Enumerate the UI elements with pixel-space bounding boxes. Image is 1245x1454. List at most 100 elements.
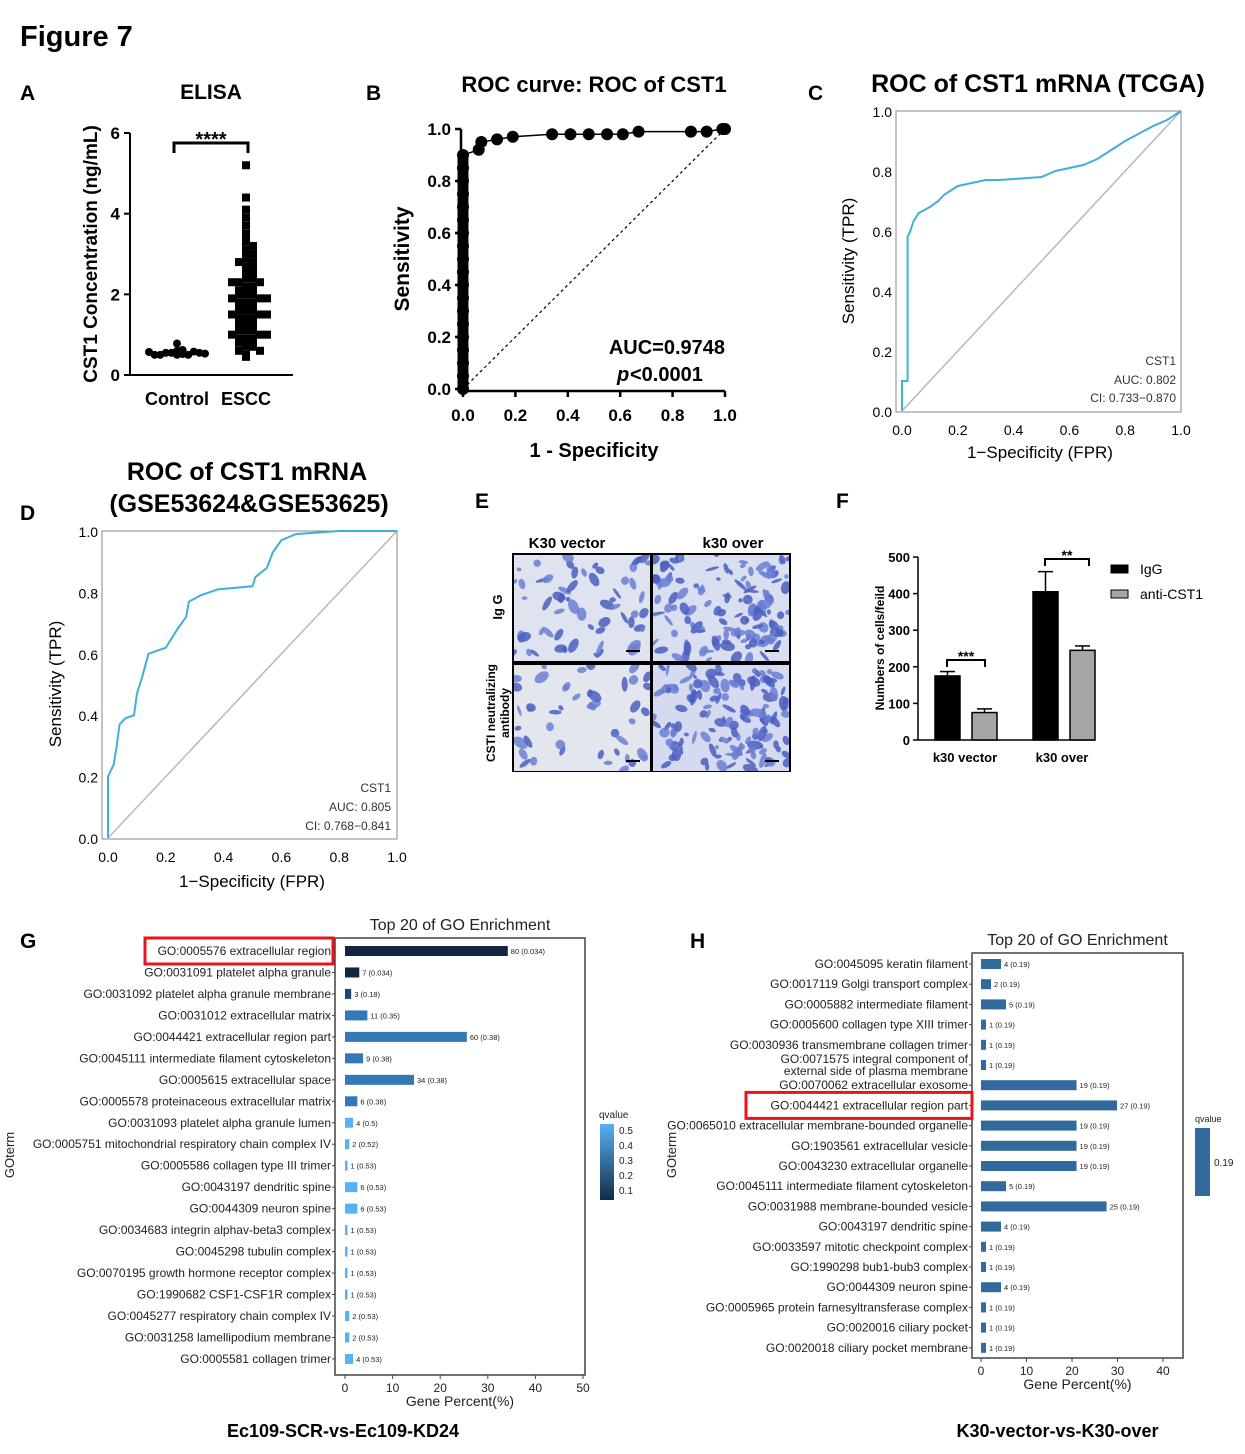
y-tick-label: 0.4 — [873, 284, 893, 300]
panel-h-go-enrichment: Top 20 of GO Enrichment 0 10 20 30 40 Gene Per… — [664, 932, 1234, 1441]
data-point-escc — [249, 274, 257, 283]
colorbar-tick-label: 0.19 — [1214, 1158, 1234, 1169]
roc-point — [684, 125, 697, 138]
go-bar — [345, 1031, 467, 1042]
cell — [705, 566, 720, 572]
go-bar — [345, 1246, 348, 1257]
go-term-label: GO:0045111 intermediate filament cytoske… — [716, 1179, 968, 1193]
y-axis-label: Sensitivity — [391, 206, 414, 311]
cell — [729, 744, 743, 756]
go-term-label: GO:0045111 intermediate filament cytoske… — [79, 1051, 331, 1065]
cell — [761, 673, 766, 678]
bar-igg — [934, 675, 961, 741]
panel-letter: D — [20, 502, 35, 525]
y-tick-label: 0.2 — [873, 344, 893, 360]
panel-a-elisa-chart: ELISA 0 2 4 6 CST1 Concentration (ng/mL) Contr… — [81, 81, 293, 409]
legend-text: CST1 — [1145, 354, 1176, 368]
go-term-label: GO:0044421 extracellular region part — [771, 1098, 969, 1112]
go-term-label: GO:0031093 platelet alpha granule lumen — [108, 1116, 331, 1130]
go-bar — [345, 1332, 350, 1343]
x-tick-label: 50 — [576, 1381, 590, 1395]
cell — [723, 626, 737, 632]
cell — [749, 675, 756, 691]
y-tick-label: 0.6 — [427, 224, 451, 243]
cell — [750, 751, 757, 760]
data-point-escc — [242, 266, 250, 275]
cell — [597, 749, 604, 760]
go-bar — [981, 1322, 987, 1333]
cell — [728, 569, 733, 576]
cell — [721, 693, 730, 701]
stained-cells — [514, 665, 650, 771]
x-tick-label: 0.0 — [98, 849, 118, 865]
cell — [517, 705, 522, 716]
cell — [665, 665, 670, 676]
data-point-escc — [242, 290, 250, 299]
cell — [690, 621, 703, 634]
go-bar-label: 7 (0.034) — [362, 968, 393, 977]
data-point-escc — [242, 318, 250, 327]
data-point-escc — [256, 330, 264, 339]
cell — [644, 560, 650, 566]
cell — [654, 646, 669, 654]
data-point-escc — [242, 270, 250, 279]
cell — [548, 709, 562, 715]
panel-f-bar-chart: 0 100 200 300 400 500 Numbers of cells/feild k3… — [873, 547, 1203, 765]
cell — [609, 603, 621, 610]
go-bar-label: 1 (0.19) — [989, 1263, 1015, 1272]
cell — [621, 676, 628, 692]
cell — [699, 679, 711, 693]
cell — [714, 666, 723, 674]
data-point-escc — [242, 298, 250, 307]
data-point-escc — [242, 205, 250, 214]
cell — [683, 732, 689, 737]
roc-point — [719, 123, 731, 135]
chart-title: ROC curve: ROC of CST1 — [461, 72, 726, 97]
colorbar-tick-label: 0.1 — [619, 1186, 633, 1197]
significance-bracket — [946, 659, 986, 667]
x-tick-label: 0.0 — [451, 406, 475, 425]
go-bar-label: 27 (0.19) — [1120, 1101, 1151, 1110]
go-bar — [981, 1161, 1077, 1171]
go-bar-label: 2 (0.53) — [352, 1333, 378, 1342]
data-point-escc — [235, 318, 243, 327]
cell — [780, 686, 786, 696]
data-point-escc — [228, 278, 236, 287]
y-tick-label: 0.8 — [427, 172, 451, 191]
go-bar-label: 1 (0.19) — [989, 1324, 1015, 1333]
go-term-label: GO:0005578 proteinaceous extracellular m… — [80, 1094, 331, 1108]
cell — [514, 649, 517, 656]
cell — [775, 746, 782, 753]
cell — [768, 598, 775, 606]
chart-title: Top 20 of GO Enrichment — [370, 917, 551, 934]
panel-letter: A — [20, 82, 35, 105]
go-bar-label: 1 (0.53) — [351, 1269, 377, 1278]
data-point-escc — [242, 262, 250, 271]
cell — [759, 650, 770, 661]
cell — [679, 675, 693, 684]
cell — [724, 716, 733, 728]
cell — [761, 688, 768, 694]
cell — [704, 599, 712, 607]
go-bar-label: 5 (0.19) — [1009, 1000, 1035, 1009]
go-bar-label: 1 (0.53) — [351, 1291, 377, 1300]
data-point-control — [178, 345, 187, 354]
data-point-escc — [242, 342, 250, 351]
cell — [668, 754, 677, 762]
cell — [751, 667, 757, 674]
cell — [559, 746, 566, 756]
x-axis-label: Gene Percent(%) — [1023, 1376, 1131, 1392]
cell — [639, 607, 649, 619]
y-tick-label: 100 — [888, 696, 910, 711]
data-point-escc — [263, 330, 271, 339]
cell — [643, 682, 650, 691]
y-tick-label: 1.0 — [427, 120, 451, 139]
reference-diagonal — [107, 530, 398, 839]
data-point-escc — [256, 278, 264, 287]
data-point-escc — [249, 338, 257, 347]
y-axis-label: GOterm — [664, 1132, 679, 1178]
go-term-label: GO:0071575 integral component of external… — [781, 1052, 969, 1078]
go-bar-label: 11 (0.35) — [370, 1011, 400, 1020]
cell — [731, 727, 738, 738]
go-bar-label: 4 (0.19) — [1004, 960, 1030, 969]
